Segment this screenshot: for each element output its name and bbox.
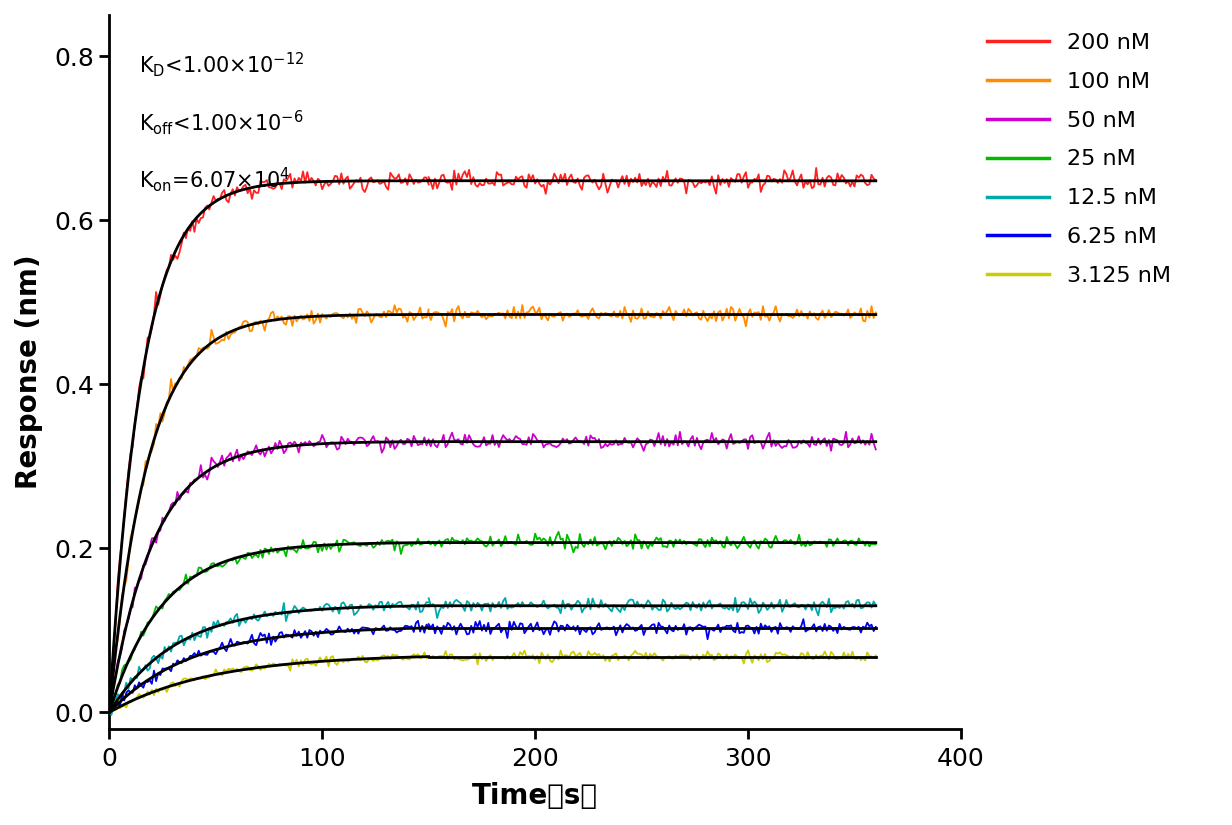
Text: K$_\mathregular{on}$=6.07×10$^{4}$: K$_\mathregular{on}$=6.07×10$^{4}$: [139, 165, 291, 194]
Text: K$_\mathregular{D}$<1.00×10$^{-12}$: K$_\mathregular{D}$<1.00×10$^{-12}$: [139, 50, 304, 79]
Legend: 200 nM, 100 nM, 50 nM, 25 nM, 12.5 nM, 6.25 nM, 3.125 nM: 200 nM, 100 nM, 50 nM, 25 nM, 12.5 nM, 6…: [981, 26, 1178, 293]
X-axis label: Time（s）: Time（s）: [472, 782, 598, 810]
Y-axis label: Response (nm): Response (nm): [15, 255, 43, 489]
Text: K$_\mathregular{off}$<1.00×10$^{-6}$: K$_\mathregular{off}$<1.00×10$^{-6}$: [139, 108, 303, 137]
